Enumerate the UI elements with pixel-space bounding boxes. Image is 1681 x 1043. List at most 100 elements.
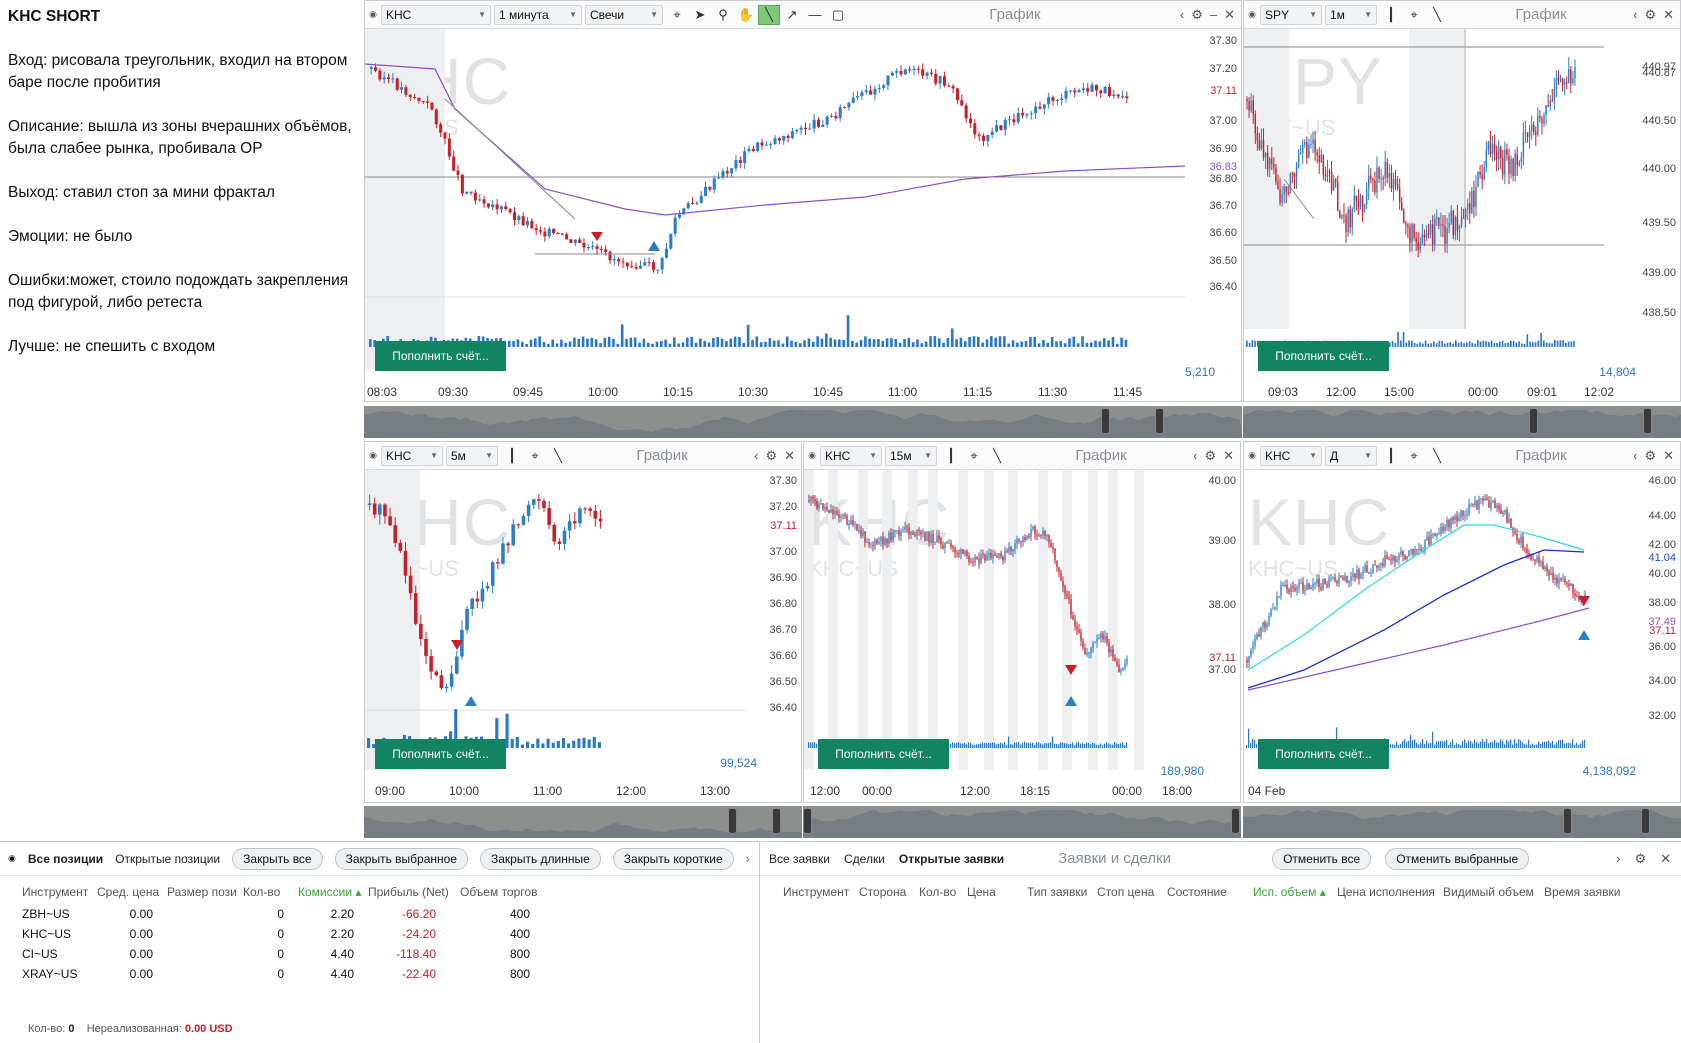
col-header[interactable]: Время заявки (1544, 885, 1621, 899)
collapse-icon[interactable]: ‹ (1179, 6, 1185, 22)
interval-select[interactable]: Д ▼ (1325, 445, 1377, 466)
symbol-select[interactable]: KHC ▼ (381, 445, 443, 466)
cancel-selected-button[interactable]: Отменить выбранные (1385, 847, 1530, 870)
close-selected-button[interactable]: Закрыть выбранное (334, 847, 468, 870)
cancel-all-button[interactable]: Отменить все (1272, 847, 1372, 870)
line-tool-icon[interactable]: ╲ (1433, 447, 1441, 463)
col-header[interactable]: Тип заявки (1027, 885, 1088, 899)
close-icon[interactable]: ✕ (1663, 447, 1674, 463)
price-chart[interactable] (1244, 29, 1681, 369)
col-header-sorted[interactable]: Комиссии ▴ (298, 885, 362, 899)
candle-type-icon[interactable]: ┃ (947, 447, 955, 463)
more-icon[interactable]: › (1616, 850, 1621, 866)
close-long-button[interactable]: Закрыть длинные (479, 847, 601, 870)
minimize-icon[interactable]: – (1209, 6, 1218, 22)
candle-type-icon[interactable]: ┃ (1387, 6, 1395, 22)
zoom-icon[interactable]: ⚲ (718, 6, 728, 22)
navigator-scroll[interactable] (364, 806, 802, 838)
table-row[interactable]: XRAY~US 0.00 0 4.40 -22.40 800 (0, 964, 759, 984)
scroll-handle-right[interactable] (772, 808, 781, 834)
scroll-handle-left[interactable] (1563, 808, 1572, 834)
close-icon[interactable]: ✕ (1223, 447, 1234, 463)
settings-icon[interactable]: ⚙ (1634, 850, 1647, 866)
interval-select[interactable]: 5м ▼ (446, 445, 498, 466)
scroll-handle-left[interactable] (1101, 408, 1110, 434)
line-tool-icon[interactable]: ╲ (554, 447, 562, 463)
fund-account-button[interactable]: Пополнить счёт... (375, 341, 506, 371)
col-header[interactable]: Цена (967, 885, 996, 899)
candle-type-icon[interactable]: ┃ (1387, 447, 1395, 463)
col-header[interactable]: Кол-во (919, 885, 957, 899)
col-header-sorted[interactable]: Исп. объем ▴ (1253, 885, 1326, 899)
scroll-handle-right[interactable] (1643, 408, 1652, 434)
close-icon[interactable]: ✕ (1224, 6, 1235, 22)
crosshair-icon[interactable]: ⌖ (673, 6, 681, 22)
tab-open-positions[interactable]: Открытые позиции (115, 851, 221, 866)
table-row[interactable]: KHC~US 0.00 0 2.20 -24.20 400 (0, 924, 759, 944)
more-icon[interactable]: › (745, 851, 750, 866)
collapse-icon[interactable]: ‹ (1633, 6, 1638, 22)
col-header[interactable]: Инструмент (783, 885, 850, 899)
pin-icon[interactable]: ◉ (369, 450, 377, 460)
interval-select[interactable]: 15м ▼ (885, 445, 937, 466)
scroll-handle-right[interactable] (1641, 808, 1650, 834)
pin-icon[interactable]: ◉ (1248, 450, 1256, 460)
chart-type-select[interactable]: Свечи ▼ (585, 4, 663, 25)
close-all-button[interactable]: Закрыть все (232, 847, 323, 870)
col-header[interactable]: Инструмент (22, 885, 89, 899)
pin-icon[interactable]: ◉ (1248, 9, 1256, 19)
col-header[interactable]: Объем торгов (460, 885, 538, 899)
crosshair-icon[interactable]: ⌖ (531, 447, 539, 463)
line-tool-icon[interactable]: ╲ (993, 447, 1001, 463)
settings-icon[interactable]: ⚙ (1644, 447, 1657, 463)
crosshair-icon[interactable]: ⌖ (1410, 447, 1418, 463)
fund-account-button[interactable]: Пополнить счёт... (375, 739, 506, 769)
arrow-tool-icon[interactable]: ↗ (786, 6, 798, 22)
interval-select[interactable]: 1 минута ▼ (494, 4, 582, 25)
scroll-handle-right[interactable] (1231, 808, 1240, 834)
crosshair-icon[interactable]: ⌖ (1410, 6, 1418, 22)
scroll-handle-left[interactable] (1529, 408, 1538, 434)
price-chart[interactable] (365, 29, 1242, 369)
col-header[interactable]: Прибыль (Net) (368, 885, 449, 899)
settings-icon[interactable]: ⚙ (765, 447, 778, 463)
navigator-scroll[interactable] (803, 806, 1241, 838)
tab-trades[interactable]: Сделки (844, 851, 885, 866)
price-chart[interactable] (1244, 470, 1681, 770)
pin-icon[interactable]: ◉ (369, 9, 377, 19)
navigator-scroll[interactable] (1243, 406, 1681, 438)
interval-select[interactable]: 1м ▼ (1325, 4, 1377, 25)
collapse-icon[interactable]: ‹ (754, 447, 759, 463)
collapse-icon[interactable]: ‹ (1193, 447, 1198, 463)
collapse-icon[interactable]: ‹ (1633, 447, 1638, 463)
settings-icon[interactable]: ⚙ (1204, 447, 1217, 463)
col-header[interactable]: Стоп цена (1097, 885, 1155, 899)
tab-all-positions[interactable]: Все позиции (27, 851, 104, 866)
price-chart[interactable] (365, 470, 802, 770)
close-short-button[interactable]: Закрыть короткие (612, 847, 734, 870)
settings-icon[interactable]: ⚙ (1644, 6, 1657, 22)
symbol-select[interactable]: KHC ▼ (1260, 445, 1322, 466)
symbol-select[interactable]: KHC ▼ (820, 445, 882, 466)
scroll-handle-right[interactable] (1155, 408, 1164, 434)
crosshair-icon[interactable]: ⌖ (970, 447, 978, 463)
settings-icon[interactable]: ⚙ (1191, 6, 1203, 22)
price-chart[interactable] (804, 470, 1241, 770)
col-header[interactable]: Размер пози (167, 885, 237, 899)
tab-all-orders[interactable]: Все заявки (769, 851, 831, 866)
col-header[interactable]: Кол-во (243, 885, 281, 899)
symbol-select[interactable]: SPY ▼ (1260, 4, 1322, 25)
line-tool-icon[interactable]: ╲ (758, 4, 780, 25)
cursor-icon[interactable]: ➤ (694, 6, 706, 22)
symbol-select[interactable]: KHC ▼ (381, 4, 491, 25)
tab-open-orders[interactable]: Открытые заявки (898, 851, 1005, 866)
navigator-scroll[interactable] (1243, 806, 1681, 838)
pin-icon[interactable]: ◉ (8, 853, 16, 863)
close-icon[interactable]: ✕ (1663, 6, 1674, 22)
hand-icon[interactable]: ✋ (737, 6, 755, 22)
col-header[interactable]: Сред. цена (97, 885, 160, 899)
table-row[interactable]: CI~US 0.00 0 4.40 -118.40 800 (0, 944, 759, 964)
line-tool-icon[interactable]: ╲ (1433, 6, 1441, 22)
horizontal-line-icon[interactable]: — (808, 7, 822, 22)
rectangle-tool-icon[interactable]: ▢ (831, 6, 845, 22)
